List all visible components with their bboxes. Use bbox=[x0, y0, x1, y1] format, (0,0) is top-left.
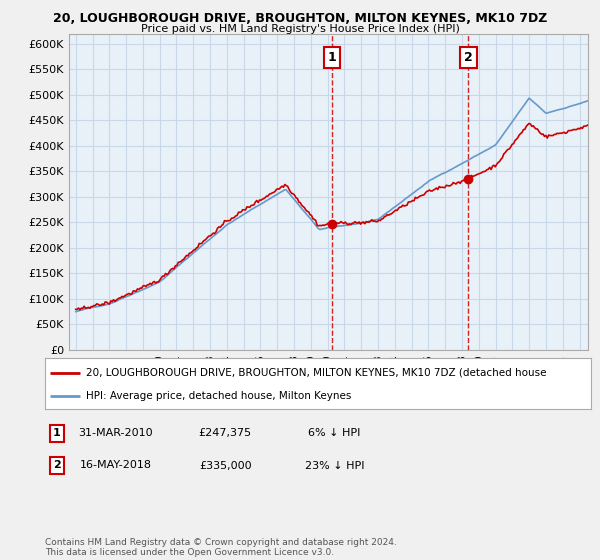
Text: 23% ↓ HPI: 23% ↓ HPI bbox=[305, 460, 364, 470]
Text: 31-MAR-2010: 31-MAR-2010 bbox=[79, 428, 153, 438]
Text: 20, LOUGHBOROUGH DRIVE, BROUGHTON, MILTON KEYNES, MK10 7DZ: 20, LOUGHBOROUGH DRIVE, BROUGHTON, MILTO… bbox=[53, 12, 547, 25]
Text: 2: 2 bbox=[464, 51, 473, 64]
Text: HPI: Average price, detached house, Milton Keynes: HPI: Average price, detached house, Milt… bbox=[86, 391, 352, 401]
Text: 1: 1 bbox=[53, 428, 61, 438]
Text: 2: 2 bbox=[53, 460, 61, 470]
Text: 6% ↓ HPI: 6% ↓ HPI bbox=[308, 428, 361, 438]
Text: 1: 1 bbox=[328, 51, 336, 64]
Text: £247,375: £247,375 bbox=[199, 428, 252, 438]
Text: 16-MAY-2018: 16-MAY-2018 bbox=[80, 460, 152, 470]
Text: £335,000: £335,000 bbox=[199, 460, 251, 470]
Text: Contains HM Land Registry data © Crown copyright and database right 2024.
This d: Contains HM Land Registry data © Crown c… bbox=[45, 538, 397, 557]
Text: Price paid vs. HM Land Registry's House Price Index (HPI): Price paid vs. HM Land Registry's House … bbox=[140, 24, 460, 34]
Text: 20, LOUGHBOROUGH DRIVE, BROUGHTON, MILTON KEYNES, MK10 7DZ (detached house: 20, LOUGHBOROUGH DRIVE, BROUGHTON, MILTO… bbox=[86, 367, 547, 377]
